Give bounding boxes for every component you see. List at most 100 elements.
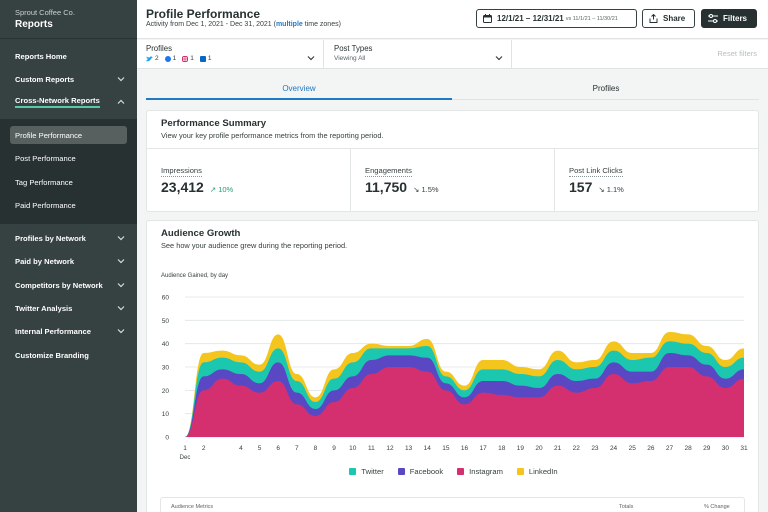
sidebar-item-label: Cross-Network Reports — [15, 96, 100, 108]
chevron-down-icon — [117, 304, 125, 312]
legend-item-facebook[interactable]: Facebook — [397, 467, 444, 476]
sidebar-item-internal-performance[interactable]: Internal Performance — [15, 323, 125, 339]
sidebar-subitem-label: Post Performance — [15, 153, 76, 163]
x-tick-label: 16 — [461, 445, 469, 452]
metric-change: ↘ 1.1% — [598, 185, 624, 194]
audience-metrics-table: Audience Metrics Totals % Change — [160, 497, 745, 512]
legend-item-linkedin[interactable]: LinkedIn — [516, 467, 558, 476]
performance-summary-card: Performance Summary View your key profil… — [146, 110, 759, 212]
date-range-button[interactable]: 12/1/21 – 12/31/21 vs 11/1/21 – 11/30/21 — [476, 9, 637, 28]
sidebar-item-label: Profiles by Network — [15, 233, 86, 243]
reset-filters-link[interactable]: Reset filters — [717, 49, 757, 58]
share-icon — [649, 14, 658, 23]
metric-label[interactable]: Post Link Clicks — [569, 166, 623, 177]
x-tick-label: 2 — [202, 445, 206, 452]
sidebar-item-customize-branding[interactable]: Customize Branding — [15, 347, 125, 363]
x-tick-label: 25 — [629, 445, 637, 452]
arrow-up-right-icon: ↗ — [209, 185, 217, 194]
brand: Sprout Coffee Co. Reports — [0, 0, 137, 39]
audience-growth-card: Audience Growth See how your audience gr… — [146, 220, 759, 512]
legend-label: Facebook — [409, 467, 444, 476]
x-tick-label: 5 — [258, 445, 262, 452]
activity-range: Activity from Dec 1, 2021 - Dec 31, 2021… — [146, 21, 341, 28]
metric-value: 11,750 — [365, 179, 408, 195]
legend-swatch — [397, 468, 405, 475]
facebook-count: 1 — [164, 55, 176, 62]
legend-label: LinkedIn — [528, 467, 558, 476]
share-button[interactable]: Share — [642, 9, 695, 28]
brand-title: Reports — [15, 19, 53, 30]
metric-label[interactable]: Engagements — [365, 166, 412, 177]
legend-label: Instagram — [469, 467, 503, 476]
chevron-down-icon — [117, 281, 125, 289]
sidebar-item-label: Customize Branding — [15, 350, 89, 360]
y-tick-label: 20 — [162, 388, 170, 395]
chevron-down-icon — [117, 327, 125, 335]
x-tick-label: 28 — [684, 445, 692, 452]
page-header: Profile Performance Activity from Dec 1,… — [137, 0, 768, 39]
chevron-down-icon — [307, 49, 315, 67]
post-types-filter[interactable]: Post Types Viewing All — [325, 40, 512, 69]
sidebar-item-label: Competitors by Network — [15, 280, 103, 290]
sidebar-item-competitors-by-network[interactable]: Competitors by Network — [15, 277, 125, 293]
twitter-count-value: 2 — [155, 55, 159, 62]
metric-change-value: 10% — [218, 185, 234, 194]
x-tick-label: 29 — [703, 445, 711, 452]
sidebar-item-twitter-analysis[interactable]: Twitter Analysis — [15, 300, 125, 316]
metric-change-value: 1.5% — [421, 185, 439, 194]
metric-change-value: 1.1% — [606, 185, 624, 194]
legend-item-instagram[interactable]: Instagram — [457, 467, 503, 476]
profiles-filter[interactable]: Profiles 2 1 1 1 — [137, 40, 324, 69]
time-zones-link[interactable]: multiple — [275, 21, 303, 28]
sidebar-item-paid-by-network[interactable]: Paid by Network — [15, 253, 125, 269]
metric-value: 157 — [569, 179, 593, 195]
tab-overview[interactable]: Overview — [146, 82, 452, 100]
chevron-down-icon — [117, 234, 125, 242]
instagram-count-value: 1 — [190, 55, 194, 62]
sidebar-item-custom-reports[interactable]: Custom Reports — [15, 71, 125, 87]
sidebar-subitem-paid-performance[interactable]: Paid Performance — [10, 196, 127, 214]
chart-legend: Twitter Facebook Instagram LinkedIn — [147, 467, 760, 476]
metric-value-row: 11,750 ↘ 1.5% — [365, 179, 439, 195]
share-label: Share — [663, 14, 686, 23]
sidebar-item-cross-network-reports[interactable]: Cross-Network Reports — [15, 94, 125, 110]
x-tick-label: 27 — [666, 445, 674, 452]
audience-growth-title: Audience Growth — [161, 228, 241, 239]
metric-change: ↘ 1.5% — [413, 185, 439, 194]
y-tick-label: 10 — [162, 411, 170, 418]
sidebar-subitem-tag-performance[interactable]: Tag Performance — [10, 173, 127, 191]
activity-prefix: Activity from Dec 1, 2021 - Dec 31, 2021… — [146, 21, 276, 28]
sidebar-subitem-profile-performance[interactable]: Profile Performance — [10, 126, 127, 144]
filters-label: Filters — [723, 14, 748, 23]
profiles-filter-label: Profiles — [146, 44, 172, 53]
sidebar-subitem-post-performance[interactable]: Post Performance — [10, 149, 127, 167]
linkedin-count-value: 1 — [207, 55, 212, 62]
y-tick-label: 50 — [162, 318, 170, 325]
tab-profiles[interactable]: Profiles — [592, 84, 620, 93]
filters-button[interactable]: Filters — [701, 9, 757, 28]
x-tick-label: 18 — [498, 445, 506, 452]
arrow-down-right-icon: ↘ — [413, 185, 420, 194]
x-tick-label: 8 — [314, 445, 318, 452]
legend-item-twitter[interactable]: Twitter — [349, 467, 384, 476]
performance-summary-title: Performance Summary — [161, 118, 267, 129]
cross-network-submenu: Profile Performance Post Performance Tag… — [0, 119, 137, 224]
x-tick-label: 6 — [276, 445, 280, 452]
x-tick-label: 14 — [424, 445, 432, 452]
x-tick-label: 11 — [368, 445, 375, 452]
sidebar-item-reports-home[interactable]: Reports Home — [15, 48, 125, 64]
twitter-icon — [146, 55, 153, 61]
instagram-icon — [182, 55, 189, 62]
filter-bar: Profiles 2 1 1 1 Post Types Viewing All … — [137, 40, 768, 69]
x-tick-label: 4 — [239, 445, 243, 452]
sidebar-item-label: Internal Performance — [15, 326, 91, 336]
legend-swatch — [349, 468, 357, 475]
y-tick-label: 0 — [165, 435, 169, 442]
sidebar-item-profiles-by-network[interactable]: Profiles by Network — [15, 230, 125, 246]
metric-label[interactable]: Impressions — [161, 166, 202, 177]
table-header-totals: Totals — [619, 504, 634, 510]
legend-swatch — [516, 468, 524, 475]
sidebar-item-label: Paid by Network — [15, 256, 75, 266]
sidebar-item-label: Reports Home — [15, 51, 67, 61]
